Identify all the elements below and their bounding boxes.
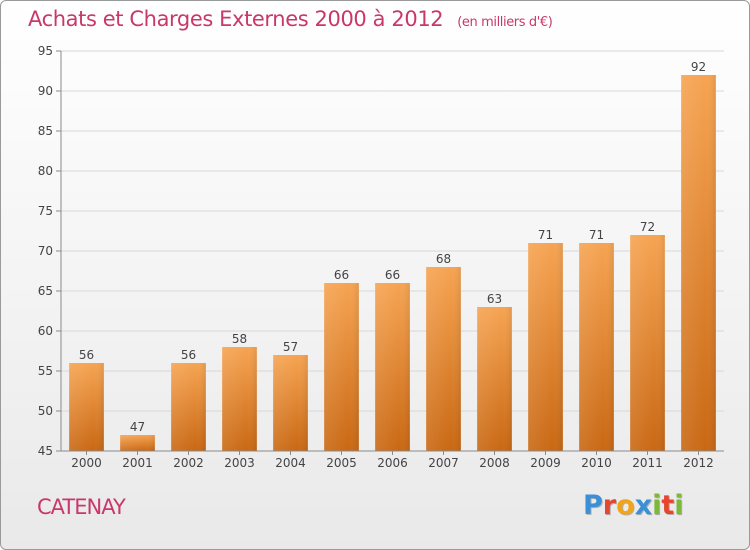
logo-letter: o: [616, 490, 635, 521]
bar-shade: [273, 355, 308, 451]
logo-letter: i: [652, 490, 662, 521]
data-label: 47: [130, 420, 145, 434]
logo-letter: i: [674, 490, 684, 521]
x-tick-label: 2000: [71, 456, 102, 470]
bar-shade: [477, 307, 512, 451]
x-tick-label: 2003: [224, 456, 255, 470]
place-name: CATENAY: [37, 495, 126, 519]
x-tick-label: 2002: [173, 456, 204, 470]
y-tick-label: 60: [38, 324, 53, 338]
bar-shade: [579, 243, 614, 451]
y-tick-label: 45: [38, 444, 53, 458]
data-label: 66: [334, 268, 349, 282]
chart-title: Achats et Charges Externes 2000 à 2012 (e…: [28, 7, 553, 31]
bar-shade: [630, 235, 665, 451]
y-tick-label: 65: [38, 284, 53, 298]
x-tick-label: 2012: [683, 456, 714, 470]
logo-letter: x: [634, 490, 653, 521]
y-tick-label: 70: [38, 244, 53, 258]
x-tick-label: 2005: [326, 456, 357, 470]
bar-shade: [426, 267, 461, 451]
data-label: 58: [232, 332, 247, 346]
data-label: 56: [181, 348, 196, 362]
y-tick-label: 50: [38, 404, 53, 418]
title-text: Achats et Charges Externes 2000 à 2012: [28, 7, 444, 31]
bar-shade: [324, 283, 359, 451]
x-tick-label: 2010: [581, 456, 612, 470]
labels: 45 50 55 60 65 70 75 80 85 90 95 56 2000 47 2001 56 2002…: [38, 44, 714, 470]
y-tick-label: 95: [38, 44, 53, 58]
y-tick-label: 80: [38, 164, 53, 178]
bar-shade: [120, 435, 155, 451]
x-tick-label: 2009: [530, 456, 561, 470]
x-tick-label: 2006: [377, 456, 408, 470]
x-tick-label: 2004: [275, 456, 306, 470]
data-label: 71: [589, 228, 604, 242]
bar-shade: [681, 75, 716, 451]
bar-shade: [69, 363, 104, 451]
bar-shade: [171, 363, 206, 451]
logo-letter: P: [583, 490, 603, 521]
axes: [56, 50, 724, 455]
data-label: 72: [640, 220, 655, 234]
data-label: 66: [385, 268, 400, 282]
y-tick-label: 55: [38, 364, 53, 378]
bar-shade: [222, 347, 257, 451]
data-label: 56: [79, 348, 94, 362]
data-label: 71: [538, 228, 553, 242]
y-tick-label: 90: [38, 84, 53, 98]
x-tick-label: 2001: [122, 456, 153, 470]
logo-letter: t: [661, 490, 675, 521]
data-label: 57: [283, 340, 298, 354]
data-label: 68: [436, 252, 451, 266]
data-label: 63: [487, 292, 502, 306]
data-label: 92: [691, 60, 706, 74]
x-tick-label: 2007: [428, 456, 459, 470]
chart-subtitle: (en milliers d'€): [457, 15, 553, 30]
bar-shade: [375, 283, 410, 451]
y-tick-label: 85: [38, 124, 53, 138]
bars: [69, 75, 716, 451]
y-tick-label: 75: [38, 204, 53, 218]
x-tick-label: 2008: [479, 456, 510, 470]
bar-shade: [528, 243, 563, 451]
proxiti-logo: Proxiti: [583, 490, 684, 521]
logo-letter: r: [602, 490, 617, 521]
x-tick-label: 2011: [632, 456, 663, 470]
